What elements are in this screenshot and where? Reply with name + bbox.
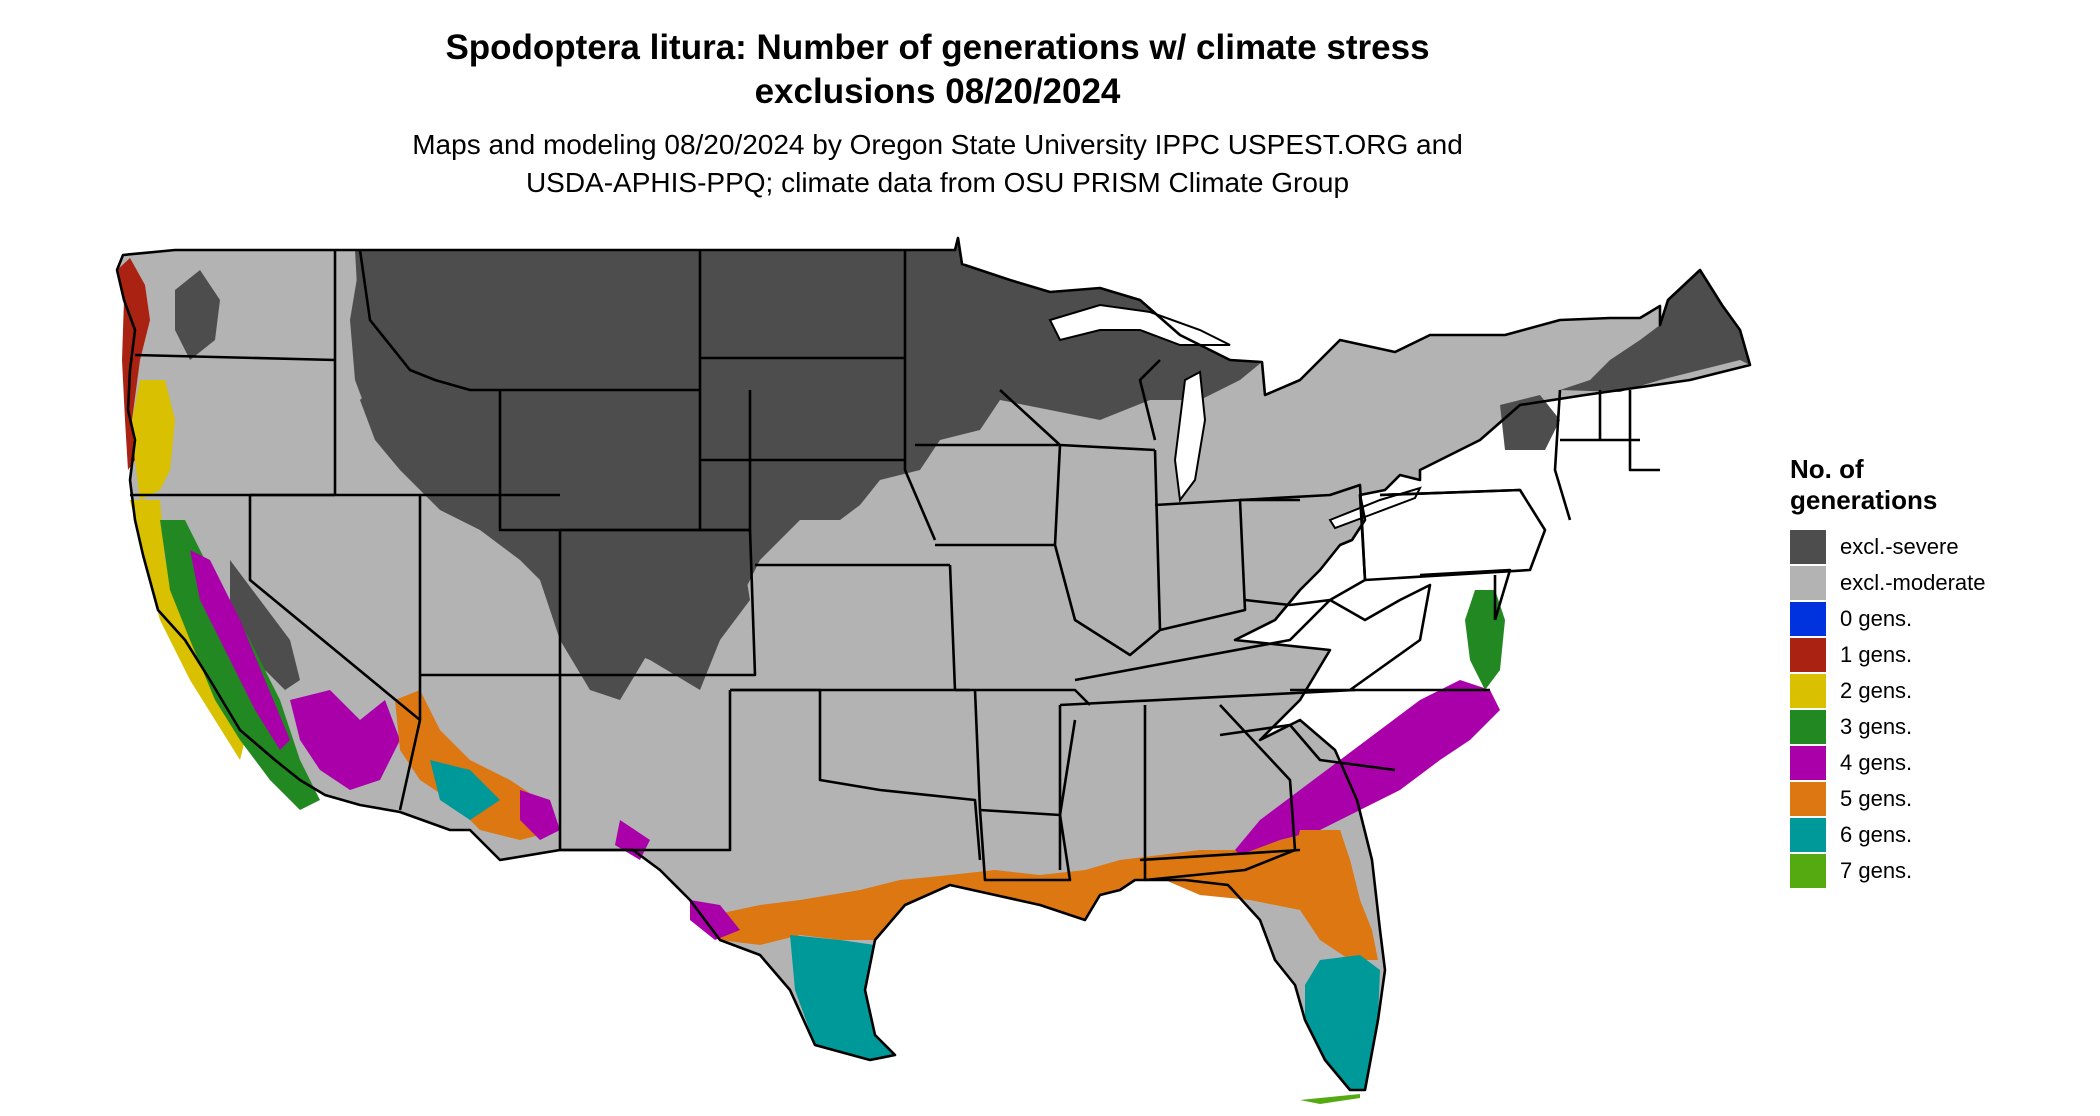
legend-label: 2 gens. — [1840, 678, 1913, 703]
border-ky — [1074, 599, 1331, 682]
lake-superior — [1048, 303, 1231, 346]
legend-label: excl.-severe — [1840, 534, 1959, 559]
legend-swatch — [1790, 602, 1826, 636]
border-ar — [973, 689, 1077, 817]
legend-item: excl.-severe — [1790, 529, 2080, 565]
subtitle-line-1: Maps and modeling 08/20/2024 by Oregon S… — [412, 129, 1463, 160]
gen4-south-texas — [690, 900, 740, 940]
gen4-central-valley — [190, 550, 290, 750]
legend-swatch — [1790, 530, 1826, 564]
subtitle-line-2: USDA-APHIS-PPQ; climate data from OSU PR… — [525, 167, 1350, 198]
gen5-gulf — [690, 830, 1360, 945]
border-mi — [1138, 359, 1300, 502]
severe-sierra — [230, 560, 300, 690]
border-sc-nc — [1219, 723, 1396, 772]
gen6-arizona — [430, 760, 500, 820]
border-new-england — [1560, 390, 1660, 472]
border-nm-tx — [560, 690, 732, 852]
title-line-2: exclusions 08/20/2024 — [754, 72, 1121, 111]
border-md-de — [1419, 568, 1512, 621]
state-borders — [115, 236, 1752, 1092]
legend-title-line-2: generations — [1790, 485, 1938, 515]
legend-swatch — [1790, 746, 1826, 780]
southwest-bands — [395, 690, 650, 860]
map-subtitle: Maps and modeling 08/20/2024 by Oregon S… — [0, 126, 1875, 202]
legend-item: 4 gens. — [1790, 745, 2080, 781]
border-mo — [948, 564, 1091, 706]
legend-swatch — [1790, 566, 1826, 600]
legend-swatch — [1790, 782, 1826, 816]
us-outline — [115, 236, 1752, 1092]
severe-new-england — [1560, 270, 1750, 392]
map-title: Spodoptera litura: Number of generations… — [0, 26, 1875, 114]
excl-severe-regions — [175, 238, 1750, 700]
legend-label: 3 gens. — [1840, 714, 1913, 739]
legend-swatch — [1790, 854, 1826, 888]
border-fl-ga — [1139, 848, 1301, 862]
border-ms-al — [1058, 705, 1147, 880]
legend-swatch — [1790, 710, 1826, 744]
gen5-arizona — [395, 690, 560, 840]
lake-michigan — [1173, 370, 1207, 503]
severe-cascades — [175, 270, 220, 360]
legend-item: 6 gens. — [1790, 817, 2080, 853]
legend-label: excl.-moderate — [1840, 570, 1986, 595]
gen5-florida — [1290, 830, 1378, 960]
border-la — [978, 809, 1072, 882]
border-in — [1154, 498, 1247, 632]
title-line-1: Spodoptera litura: Number of generations… — [445, 28, 1430, 67]
great-lakes — [1048, 303, 1422, 530]
legend: No. of generations excl.-severe excl.-mod… — [1790, 454, 2080, 889]
legend-swatch — [1790, 818, 1826, 852]
legend-item: 1 gens. — [1790, 637, 2080, 673]
legend-label: 7 gens. — [1840, 858, 1913, 883]
legend-item: 0 gens. — [1790, 601, 2080, 637]
border-ok-tx — [730, 688, 982, 861]
border-ca-nv — [248, 495, 422, 811]
border-id-mt — [358, 249, 500, 392]
border-co — [560, 528, 757, 677]
legend-label: 6 gens. — [1840, 822, 1913, 847]
legend-item: 3 gens. — [1790, 709, 2080, 745]
legend-swatch — [1790, 638, 1826, 672]
legend-item: excl.-moderate — [1790, 565, 2080, 601]
legend-label: 0 gens. — [1840, 606, 1913, 631]
severe-colorado-rockies — [560, 540, 750, 690]
gen4-desert — [290, 690, 400, 790]
legend-swatch — [1790, 674, 1826, 708]
legend-items: excl.-severe excl.-moderate 0 gens. 1 gens.… — [1790, 529, 2080, 889]
legend-label: 1 gens. — [1840, 642, 1913, 667]
legend-label: 4 gens. — [1840, 750, 1913, 775]
border-il — [1053, 444, 1162, 657]
legend-label: 5 gens. — [1840, 786, 1913, 811]
lake-erie — [1328, 486, 1422, 530]
gen2-oregon — [132, 380, 175, 500]
gen7-keys — [1300, 1094, 1360, 1104]
border-wa-or — [134, 353, 336, 362]
legend-title-line-1: No. of — [1790, 454, 1864, 484]
legend-item: 7 gens. — [1790, 853, 2080, 889]
gen1-coast — [117, 258, 150, 470]
legend-item: 5 gens. — [1790, 781, 2080, 817]
legend-title: No. of generations — [1790, 454, 2080, 516]
pacific-coast-bands — [117, 258, 400, 810]
border-tn — [1059, 688, 1356, 707]
border-wv — [1329, 583, 1432, 692]
gen4-arizona — [520, 790, 560, 840]
border-nd-mn — [903, 250, 937, 541]
border-ny-pa — [1379, 488, 1521, 497]
gen6-south-texas — [790, 935, 895, 1060]
legend-item: 2 gens. — [1790, 673, 2080, 709]
border-ny-vt — [1553, 389, 1572, 521]
